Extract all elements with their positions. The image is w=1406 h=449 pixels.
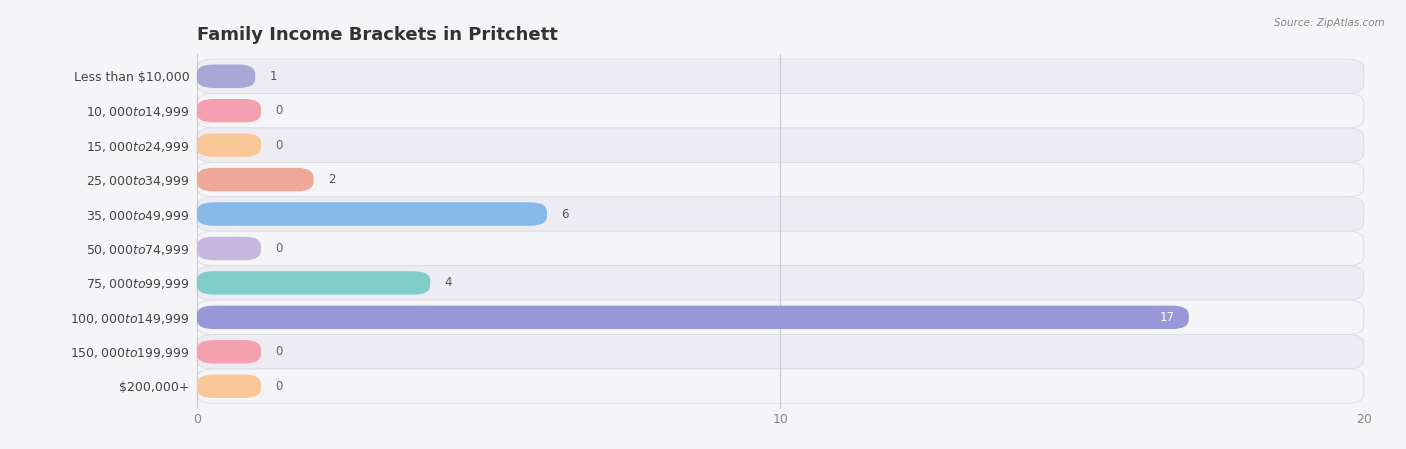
FancyBboxPatch shape	[197, 231, 1364, 266]
FancyBboxPatch shape	[197, 369, 1364, 403]
FancyBboxPatch shape	[197, 237, 262, 260]
Text: 0: 0	[276, 380, 283, 393]
FancyBboxPatch shape	[197, 128, 1364, 163]
Text: 0: 0	[276, 345, 283, 358]
FancyBboxPatch shape	[197, 306, 1189, 329]
FancyBboxPatch shape	[197, 335, 1364, 369]
FancyBboxPatch shape	[197, 266, 1364, 300]
FancyBboxPatch shape	[197, 99, 262, 123]
FancyBboxPatch shape	[197, 271, 430, 295]
Text: 0: 0	[276, 242, 283, 255]
FancyBboxPatch shape	[197, 340, 262, 364]
FancyBboxPatch shape	[197, 197, 1364, 231]
FancyBboxPatch shape	[197, 163, 1364, 197]
Text: 17: 17	[1159, 311, 1174, 324]
FancyBboxPatch shape	[197, 59, 1364, 93]
FancyBboxPatch shape	[197, 65, 256, 88]
FancyBboxPatch shape	[197, 202, 547, 226]
Text: 0: 0	[276, 104, 283, 117]
Text: 4: 4	[444, 277, 453, 290]
FancyBboxPatch shape	[197, 168, 314, 191]
Text: Family Income Brackets in Pritchett: Family Income Brackets in Pritchett	[197, 26, 558, 44]
FancyBboxPatch shape	[197, 133, 262, 157]
Text: 1: 1	[270, 70, 277, 83]
FancyBboxPatch shape	[197, 93, 1364, 128]
FancyBboxPatch shape	[197, 374, 262, 398]
Text: 2: 2	[328, 173, 336, 186]
Text: 6: 6	[561, 207, 569, 220]
Text: Source: ZipAtlas.com: Source: ZipAtlas.com	[1274, 18, 1385, 28]
FancyBboxPatch shape	[197, 300, 1364, 335]
Text: 0: 0	[276, 139, 283, 152]
